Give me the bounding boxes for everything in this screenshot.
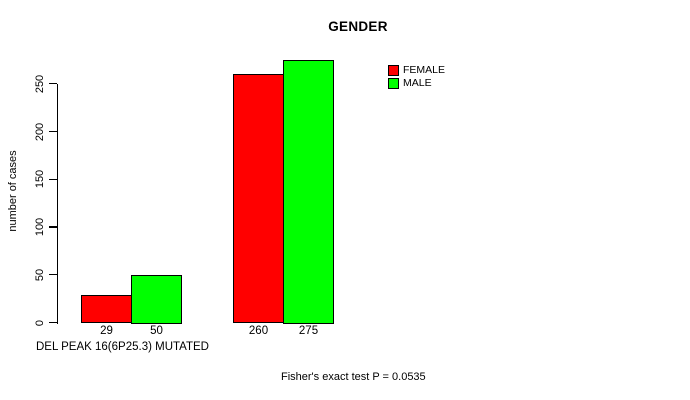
- y-tick: [49, 274, 57, 276]
- legend-item: FEMALE: [388, 64, 445, 76]
- bar-value-label: 50: [150, 325, 163, 337]
- legend-label: FEMALE: [403, 63, 446, 76]
- bar-value-label: 275: [298, 325, 319, 337]
- y-tick-label: 200: [34, 122, 46, 141]
- y-tick: [49, 321, 57, 324]
- y-tick-label: 150: [34, 170, 46, 189]
- legend-item: MALE: [388, 77, 432, 89]
- y-tick-label: 100: [34, 217, 46, 237]
- bar-female-group1: [81, 294, 132, 324]
- legend-swatch: [388, 64, 399, 76]
- bar-value-label: 29: [100, 325, 113, 337]
- chart-title: GENDER: [328, 19, 388, 34]
- y-tick: [49, 178, 57, 180]
- y-tick: [49, 83, 57, 85]
- y-tick-label: 250: [34, 74, 46, 93]
- annotation-text: Fisher's exact test P = 0.0535: [281, 371, 426, 383]
- x-axis-label: DEL PEAK 16(6P25.3) MUTATED: [36, 341, 209, 353]
- bar-female-group2: [233, 74, 284, 324]
- legend-label: MALE: [403, 76, 432, 89]
- bar-value-label: 260: [248, 325, 269, 337]
- y-tick-label: 0: [34, 319, 46, 326]
- y-tick-label: 50: [34, 268, 46, 281]
- legend-swatch: [388, 77, 399, 89]
- bar-male-group1: [131, 274, 182, 324]
- y-tick: [49, 226, 57, 228]
- y-axis-line: [57, 83, 59, 324]
- y-tick: [49, 130, 57, 133]
- bar-male-group2: [283, 59, 334, 324]
